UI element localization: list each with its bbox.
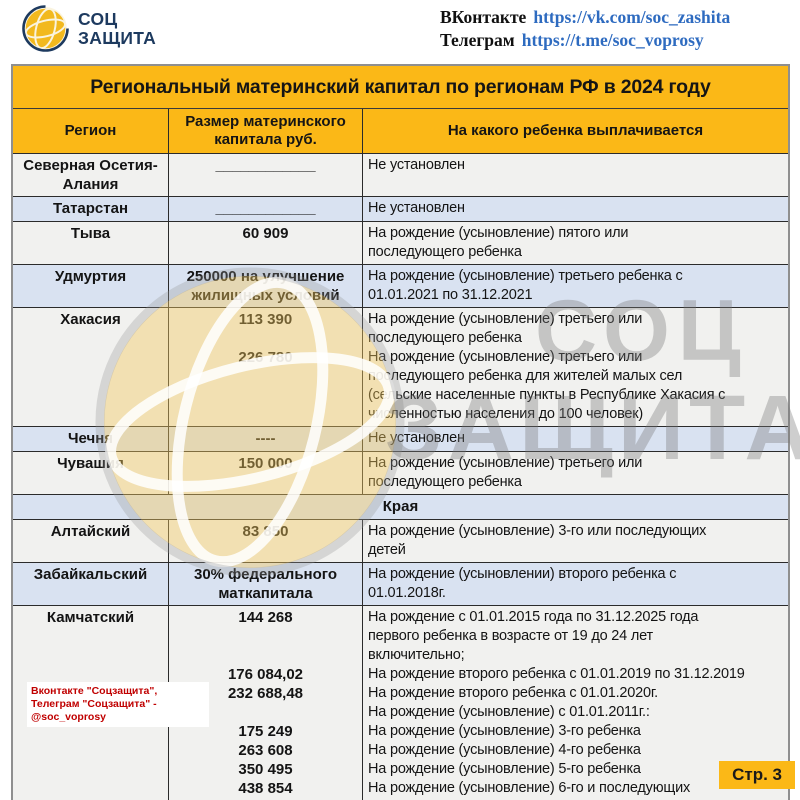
table-header-row: Регион Размер материнского капитала руб.…: [13, 109, 788, 153]
condition-cell: На рождение (усыновление) пятого или пос…: [362, 222, 788, 264]
amount-cell: 60 909: [168, 222, 362, 264]
table-row: Чувашия 150 000 На рождение (усыновление) …: [13, 451, 788, 494]
amount-cell: 144 268 176 084,02 232 688,48 175 249 26…: [168, 606, 362, 800]
table-row: Татарстан ____________ Не установлен: [13, 196, 788, 221]
vk-contact-line: ВКонтакте https://vk.com/soc_zashita: [440, 6, 730, 29]
page-header: СОЦ ЗАЩИТА ВКонтакте https://vk.com/soc_z…: [0, 0, 800, 64]
table-row: Чечня ---- Не установлен: [13, 426, 788, 451]
globe-icon: [22, 5, 69, 52]
vk-label: ВКонтакте: [440, 7, 527, 27]
vk-link[interactable]: https://vk.com/soc_zashita: [533, 7, 731, 27]
condition-cell: На рождение (усыновление) третьего ребен…: [362, 265, 788, 307]
page-number-badge: Стр. 3: [719, 761, 795, 789]
region-cell: Татарстан: [52, 200, 129, 217]
condition-cell: Не установлен: [362, 154, 788, 196]
logo-line2: ЗАЩИТА: [78, 27, 157, 48]
region-cell: Северная Осетия-Алания: [23, 157, 158, 193]
logo: СОЦ ЗАЩИТА: [22, 5, 156, 52]
region-cell: Тыва: [70, 225, 111, 242]
logo-line1: СОЦ: [78, 8, 118, 29]
region-cell: Удмуртия: [54, 268, 127, 285]
region-cell: Забайкальский: [33, 566, 148, 583]
column-header-condition: На какого ребенка выплачивается: [362, 109, 788, 153]
table-row: Хакасия 113 390 226 780 На рождение (усыно…: [13, 307, 788, 426]
column-header-region: Регион: [64, 122, 117, 139]
amount-cell: 83 850: [168, 520, 362, 562]
amount-cell: 30% федерального маткапитала: [168, 563, 362, 605]
amount-cell: 113 390 226 780: [168, 308, 362, 426]
table-row: Северная Осетия-Алания ____________ Не уст…: [13, 153, 788, 196]
amount-cell: 250000 на улучшение жилищных условий: [168, 265, 362, 307]
table-row: Забайкальский 30% федерального маткапитал…: [13, 562, 788, 605]
telegram-contact-line: Телеграм https://t.me/soc_voprosy: [440, 29, 730, 52]
condition-cell: На рождение (усыновление) третьего или п…: [362, 308, 788, 426]
table-title: Региональный материнский капитал по реги…: [13, 66, 788, 109]
amount-cell: ----: [168, 427, 362, 451]
region-cell: Алтайский: [50, 523, 131, 540]
logo-text: СОЦ ЗАЩИТА: [78, 8, 157, 48]
table-body: Северная Осетия-Алания ____________ Не уст…: [13, 153, 788, 800]
amount-cell: ____________: [168, 154, 362, 196]
contact-note: Вконтакте "Соцзащита", Телеграм "Соцзащи…: [27, 682, 209, 727]
condition-cell: На рождение с 01.01.2015 года по 31.12.2…: [362, 606, 788, 800]
region-cell: Чечня: [67, 430, 114, 447]
table-row: Камчатский 144 268 176 084,02 232 688,48 …: [13, 605, 788, 800]
condition-cell: Не установлен: [362, 427, 788, 451]
table-container: Региональный материнский капитал по реги…: [11, 64, 790, 800]
condition-cell: Не установлен: [362, 197, 788, 221]
amount-cell: ____________: [168, 197, 362, 221]
column-header-amount: Размер материнского капитала руб.: [168, 109, 362, 153]
condition-cell: На рождение (усыновление) третьего или п…: [362, 452, 788, 494]
table-row: Алтайский 83 850 На рождение (усыновление)…: [13, 519, 788, 562]
region-cell: Камчатский: [46, 609, 135, 626]
condition-cell: На рождение (усыновление) 3-го или после…: [362, 520, 788, 562]
region-cell: Хакасия: [60, 311, 121, 328]
table-row: Удмуртия 250000 на улучшение жилищных усл…: [13, 264, 788, 307]
contact-links: ВКонтакте https://vk.com/soc_zashita Теле…: [440, 6, 730, 52]
telegram-link[interactable]: https://t.me/soc_voprosy: [521, 30, 704, 50]
region-cell: Чувашия: [57, 455, 124, 472]
telegram-label: Телеграм: [440, 30, 515, 50]
condition-cell: На рождение (усыновлении) второго ребенк…: [362, 563, 788, 605]
section-label: Края: [382, 498, 419, 515]
amount-cell: 150 000: [168, 452, 362, 494]
section-row: Края: [13, 494, 788, 519]
table-row: Тыва 60 909 На рождение (усыновление) пято…: [13, 221, 788, 264]
